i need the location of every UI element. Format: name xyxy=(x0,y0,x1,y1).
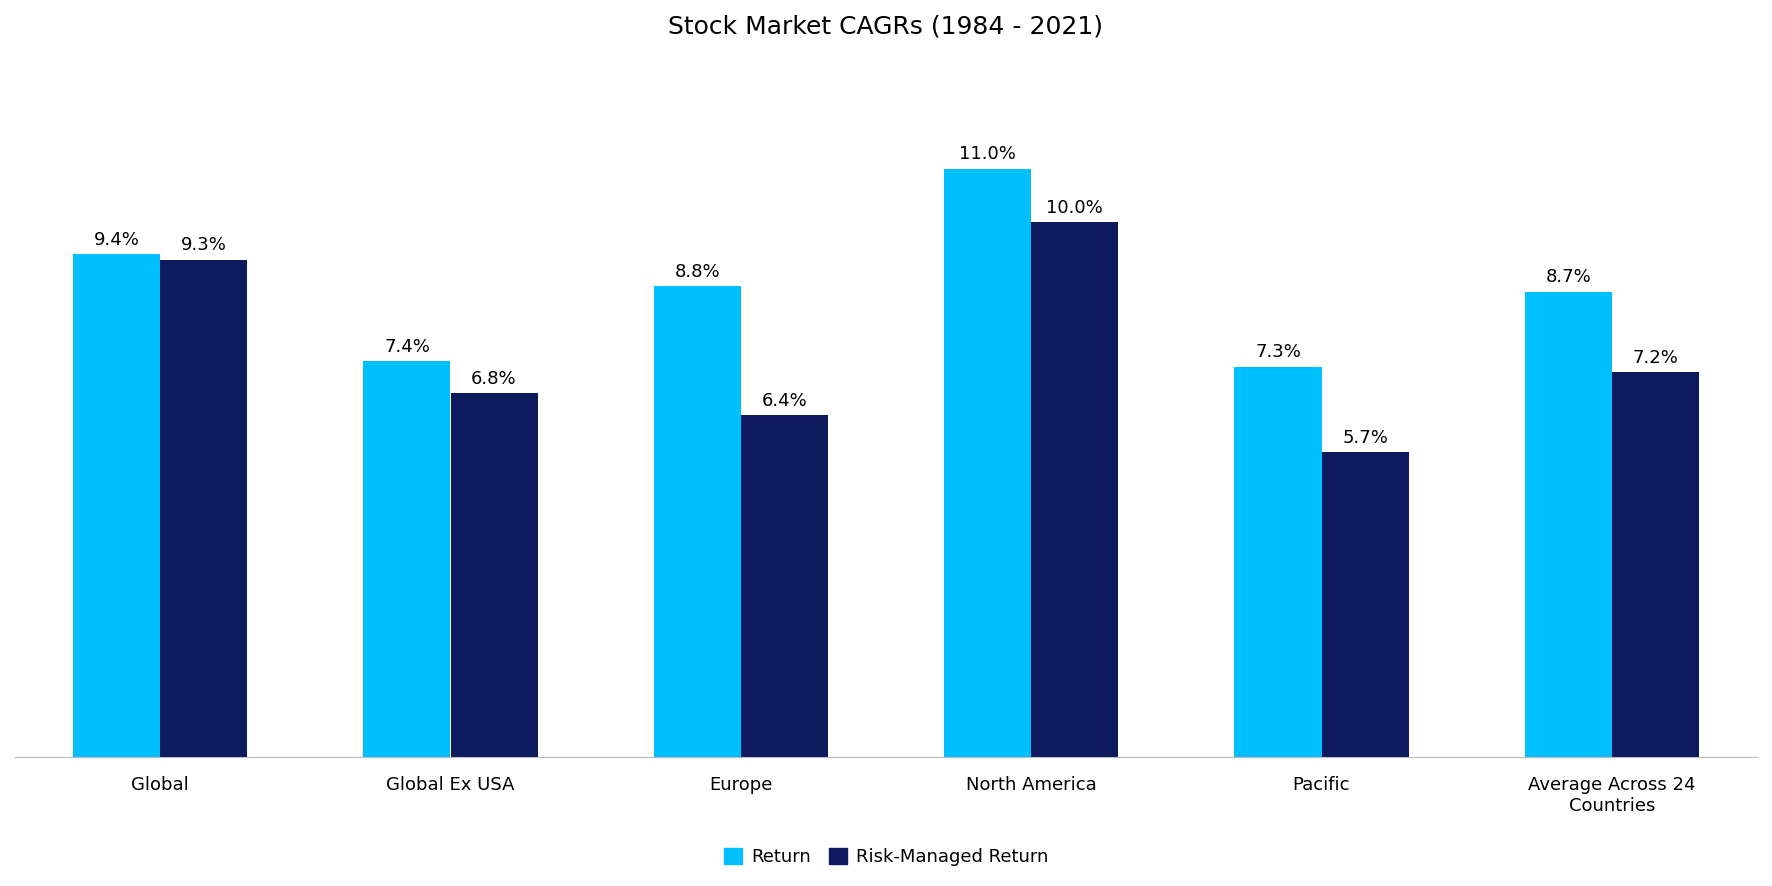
Bar xyxy=(1322,452,1409,758)
Text: 9.3%: 9.3% xyxy=(181,237,227,254)
Bar xyxy=(363,361,450,758)
Bar xyxy=(741,415,828,758)
Text: 7.3%: 7.3% xyxy=(1255,344,1301,361)
Text: 10.0%: 10.0% xyxy=(1045,199,1104,217)
Title: Stock Market CAGRs (1984 - 2021): Stock Market CAGRs (1984 - 2021) xyxy=(668,15,1104,39)
Bar xyxy=(1031,222,1118,758)
Text: 8.8%: 8.8% xyxy=(675,263,719,281)
Bar xyxy=(159,260,248,758)
Bar xyxy=(654,286,741,758)
Bar xyxy=(450,393,537,758)
Text: 6.4%: 6.4% xyxy=(762,392,808,409)
Bar xyxy=(1524,291,1613,758)
Text: 7.2%: 7.2% xyxy=(1632,349,1678,367)
Bar xyxy=(73,254,159,758)
Text: 11.0%: 11.0% xyxy=(959,145,1015,163)
Text: 8.7%: 8.7% xyxy=(1545,268,1591,286)
Text: 5.7%: 5.7% xyxy=(1341,429,1387,447)
Text: 9.4%: 9.4% xyxy=(94,231,140,249)
Bar xyxy=(944,168,1031,758)
Bar xyxy=(1235,367,1322,758)
Text: 6.8%: 6.8% xyxy=(471,370,517,388)
Legend: Return, Risk-Managed Return: Return, Risk-Managed Return xyxy=(716,841,1056,874)
Text: 7.4%: 7.4% xyxy=(385,338,431,356)
Bar xyxy=(1613,372,1699,758)
